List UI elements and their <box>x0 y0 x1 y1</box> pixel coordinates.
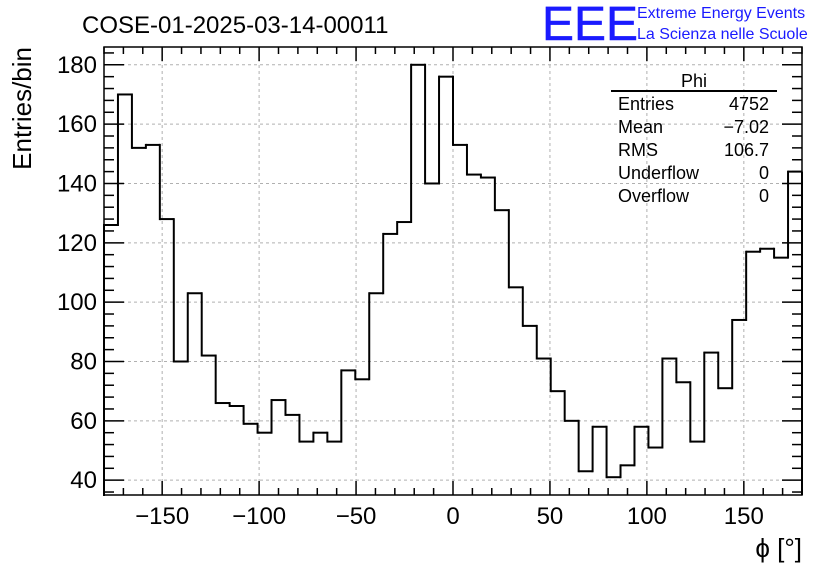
logo-line-1: Extreme Energy Events <box>637 5 805 22</box>
y-tick-label: 40 <box>70 467 97 494</box>
y-tick-labels: 40 60 80 100 120 140 160 180 <box>57 52 97 494</box>
x-axis-label: ϕ [°] <box>755 533 802 563</box>
stats-row-value: 4752 <box>729 94 769 114</box>
histogram-bars <box>103 63 803 496</box>
axis-ticks <box>103 47 803 495</box>
y-tick-label: 160 <box>57 111 97 138</box>
stats-title: Phi <box>681 71 707 91</box>
y-tick-label: 140 <box>57 170 97 197</box>
x-tick-label: 0 <box>446 503 459 530</box>
y-tick-label: 180 <box>57 52 97 79</box>
stats-row-label: Overflow <box>618 186 690 206</box>
eee-logo: EEE <box>542 0 638 51</box>
grid-lines <box>104 47 802 495</box>
y-tick-label: 80 <box>70 348 97 375</box>
x-tick-label: 50 <box>537 503 564 530</box>
x-tick-label: −50 <box>336 503 377 530</box>
logo-line-2: La Scienza nelle Scuole <box>637 26 808 43</box>
x-tick-label: −100 <box>232 503 286 530</box>
stats-row-value: −7.02 <box>723 117 769 137</box>
stats-row-label: Underflow <box>618 163 700 183</box>
stats-row-value: 0 <box>759 186 769 206</box>
x-tick-label: 100 <box>627 503 667 530</box>
x-tick-labels: −150 −100 −50 0 50 100 150 <box>135 503 764 530</box>
stats-row-value: 106.7 <box>724 140 769 160</box>
stats-row-label: Entries <box>618 94 674 114</box>
stats-row-value: 0 <box>759 163 769 183</box>
y-axis-label: Entries/bin <box>7 47 37 170</box>
y-tick-label: 100 <box>57 289 97 316</box>
stats-box: Phi Entries 4752 Mean −7.02 RMS 106.7 Underflo… <box>611 71 777 206</box>
x-tick-label: −150 <box>135 503 189 530</box>
stats-row-label: Mean <box>618 117 663 137</box>
y-tick-label: 60 <box>70 408 97 435</box>
y-tick-label: 120 <box>57 230 97 257</box>
chart-title: COSE-01-2025-03-14-00011 <box>82 12 388 39</box>
stats-row-label: RMS <box>618 140 658 160</box>
x-tick-label: 150 <box>724 503 764 530</box>
